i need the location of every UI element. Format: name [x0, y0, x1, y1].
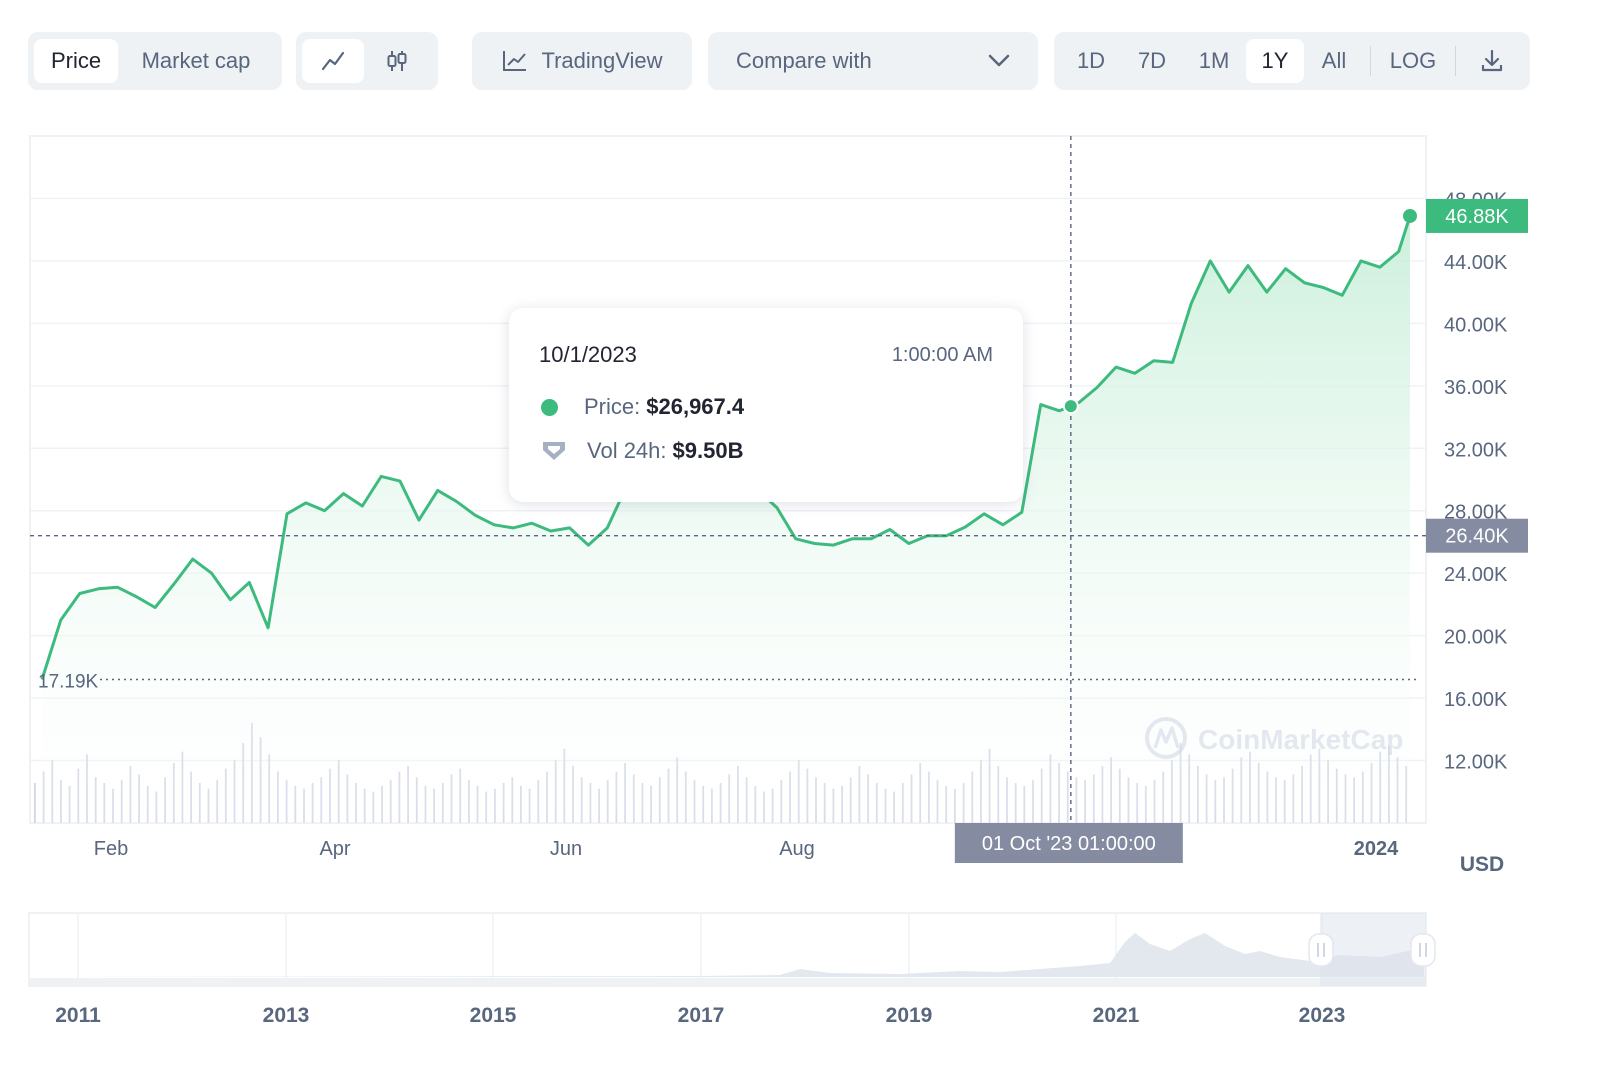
compare-label: Compare with: [736, 48, 872, 73]
download-button[interactable]: [1462, 39, 1522, 83]
navigator-year-label: 2015: [470, 1004, 517, 1027]
x-tick-label: Aug: [779, 838, 815, 860]
price-tab[interactable]: Price: [34, 39, 118, 83]
navigator-year-label: 2023: [1299, 1004, 1346, 1027]
x-tick-label: 2024: [1354, 838, 1399, 860]
range-1m[interactable]: 1M: [1198, 48, 1230, 73]
y-tick-label: 40.00K: [1444, 314, 1508, 336]
tradingview-button[interactable]: TradingView: [478, 39, 686, 83]
tradingview-group: TradingView: [472, 32, 692, 90]
y-tick-label: 20.00K: [1444, 627, 1508, 649]
y-tick-label: 24.00K: [1444, 564, 1508, 586]
volume-badge-icon: [543, 442, 565, 460]
navigator-year-label: 2013: [263, 1004, 310, 1027]
compare-dropdown[interactable]: Compare with: [708, 32, 1038, 90]
candlestick-icon: [387, 51, 407, 71]
crosshair-price-badge: [1426, 518, 1528, 553]
tooltip-volume-value: $9.50B: [672, 438, 744, 463]
tooltip-date: 10/1/2023: [539, 342, 637, 367]
price-area: [42, 215, 1410, 823]
navigator-year-label: 2019: [886, 1004, 933, 1027]
y-tick-label: 32.00K: [1444, 439, 1508, 461]
current-price-badge: [1426, 198, 1528, 233]
crosshair-time-badge: [954, 823, 1183, 863]
tooltip-time: 1:00:00 AM: [891, 344, 993, 366]
x-tick-label: Feb: [94, 838, 128, 860]
tooltip-volume-label: Vol 24h:: [587, 438, 667, 463]
tradingview-chart-icon: [503, 51, 527, 71]
log-toggle[interactable]: LOG: [1389, 48, 1437, 73]
y-tick-label: 28.00K: [1444, 502, 1508, 524]
download-icon: [1481, 49, 1503, 72]
price-dot-icon: [541, 398, 558, 416]
market-cap-tab[interactable]: Market cap: [141, 48, 251, 73]
chart-type-group: [296, 32, 438, 90]
crosshair-time-label: 01 Oct '23 01:00:00: [982, 833, 1156, 855]
candlestick-button[interactable]: [364, 39, 430, 83]
range-1d[interactable]: 1D: [1076, 48, 1106, 73]
navigator-year-label: 2021: [1093, 1004, 1140, 1027]
time-navigator[interactable]: 2011 2013 2015 2017 2019 2021 2023: [28, 912, 1436, 1027]
toolbar-divider: [1370, 46, 1371, 76]
tradingview-label: TradingView: [541, 48, 663, 73]
range-1y[interactable]: 1Y: [1246, 39, 1304, 83]
tooltip-price-label: Price:: [584, 394, 641, 419]
volume-bar: [34, 783, 36, 823]
crosshair-point: [1062, 398, 1079, 415]
navigator-year-label: 2017: [678, 1004, 725, 1027]
range-group: 1D 7D 1M 1Y All LOG: [1054, 32, 1530, 90]
chevron-down-icon: [988, 54, 1010, 67]
crosshair-price-label: 26.40K: [1445, 526, 1509, 548]
current-price-point: [1403, 208, 1417, 223]
navigator-selection[interactable]: [1320, 913, 1426, 986]
currency-label: USD: [1460, 853, 1504, 876]
navigator-history-area: [30, 933, 1424, 977]
price-tooltip: 10/1/2023 1:00:00 AM Price: $26,967.4 Vo…: [509, 308, 1023, 502]
y-tick-label: 44.00K: [1444, 252, 1508, 274]
view-toggle-group: Price Market cap: [28, 32, 282, 90]
navigator-right-handle[interactable]: [1410, 933, 1436, 967]
coinmarketcap-logo-icon: [1145, 717, 1187, 759]
tooltip-price-value: $26,967.4: [646, 394, 745, 419]
navigator-left-handle[interactable]: [1308, 933, 1334, 967]
tooltip-volume-row: Vol 24h: $9.50B: [541, 438, 743, 464]
range-all[interactable]: All: [1321, 48, 1347, 73]
y-tick-label: 16.00K: [1444, 689, 1508, 711]
toolbar-divider: [1455, 46, 1456, 76]
y-tick-label: 12.00K: [1444, 752, 1508, 774]
tooltip-price-row: Price: $26,967.4: [541, 394, 744, 420]
low-price-label: 17.19K: [38, 672, 99, 693]
watermark-text: CoinMarketCap: [1198, 724, 1403, 755]
line-chart-button[interactable]: [302, 39, 364, 83]
navigator-year-label: 2011: [55, 1004, 101, 1027]
navigator-scrollbar[interactable]: [29, 978, 1426, 986]
coinmarketcap-watermark: CoinMarketCap: [1145, 717, 1403, 759]
x-tick-label: Apr: [319, 838, 350, 860]
line-chart-icon: [321, 51, 345, 71]
current-price-label: 46.88K: [1445, 206, 1509, 228]
range-7d[interactable]: 7D: [1137, 48, 1167, 73]
y-tick-label: 36.00K: [1444, 377, 1508, 399]
x-tick-label: Jun: [550, 838, 582, 860]
